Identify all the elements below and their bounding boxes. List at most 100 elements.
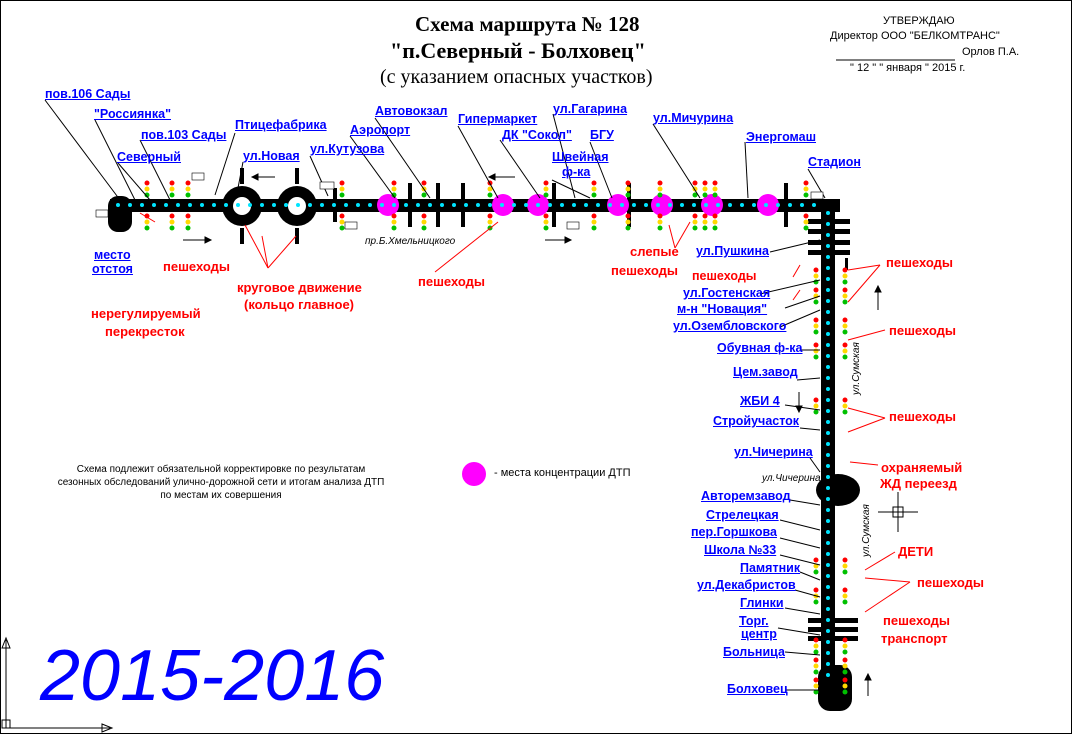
stop-label: ЖБИ 4 [740, 394, 780, 408]
marker-box [810, 191, 824, 200]
traffic-light-lamp [842, 683, 848, 689]
stop-label: ул.Гостенская [683, 286, 771, 300]
hazard-label: пешеходы [163, 259, 231, 274]
traffic-light-lamp [842, 397, 848, 403]
stop-label: Глинки [740, 596, 784, 610]
traffic-light-lamp [842, 689, 848, 695]
traffic-light-lamp [657, 192, 663, 198]
stop-dot [344, 203, 348, 207]
stop-dot [826, 618, 830, 622]
stop-label: Памятник [740, 561, 801, 575]
stop-label: БГУ [590, 128, 614, 142]
stop-dot [224, 203, 228, 207]
traffic-light-lamp [842, 299, 848, 305]
stop-label: центр [741, 627, 777, 641]
stop-dot [296, 203, 300, 207]
stop-label: "Россиянка" [94, 107, 171, 121]
stop-dot [826, 629, 830, 633]
stop-label: Торг. [739, 614, 769, 628]
traffic-light-lamp [543, 213, 549, 219]
stop-dot [284, 203, 288, 207]
traffic-light-lamp [421, 192, 427, 198]
traffic-light-lamp [591, 180, 597, 186]
legend-text: - места концентрации ДТП [494, 467, 631, 479]
stop-dot [826, 255, 830, 259]
approval-date: " 12 " " января " 2015 г. [850, 62, 966, 74]
stop-dot [596, 203, 600, 207]
stop-label: ул.Новая [243, 149, 300, 163]
traffic-light-lamp [842, 293, 848, 299]
stop-label: ул.Озембловского [673, 319, 787, 333]
stop-label: Птицефабрика [235, 118, 327, 132]
stop-dot [704, 203, 708, 207]
stop-dot [788, 203, 792, 207]
traffic-light-lamp [169, 213, 175, 219]
stop-dot [826, 552, 830, 556]
traffic-light-lamp [391, 186, 397, 192]
stop-dot [826, 519, 830, 523]
stop-label: ул.Гагарина [553, 102, 628, 116]
stop-label: Стадион [808, 155, 861, 169]
stop-label: Стройучасток [713, 414, 800, 428]
traffic-light-lamp [421, 180, 427, 186]
stop-dot [826, 222, 830, 226]
traffic-light-lamp [842, 649, 848, 655]
stop-dot [356, 203, 360, 207]
traffic-light-lamp [842, 657, 848, 663]
traffic-light-lamp [842, 354, 848, 360]
stop-dot [826, 387, 830, 391]
stop-dot [776, 203, 780, 207]
stop-label: Болховец [727, 682, 788, 696]
stop-dot [560, 203, 564, 207]
stop-dot [752, 203, 756, 207]
traffic-light-lamp [813, 317, 819, 323]
stop-dot [826, 310, 830, 314]
traffic-light-lamp [543, 225, 549, 231]
traffic-light-lamp [842, 273, 848, 279]
stop-label: ул.Чичерина [734, 445, 813, 459]
stop-label: Обувная ф-ка [717, 341, 803, 355]
stop-dot [536, 203, 540, 207]
stop-dots-vertical [826, 211, 830, 677]
stop-dot [572, 203, 576, 207]
traffic-light-lamp [339, 219, 345, 225]
stop-dot [656, 203, 660, 207]
direction-arrows [183, 173, 882, 696]
hazard-label: пешеходы [883, 613, 951, 628]
traffic-light-lamp [339, 186, 345, 192]
traffic-light-lamp [543, 186, 549, 192]
stop-label: Стрелецкая [706, 508, 779, 522]
stop-dot [826, 354, 830, 358]
stop-dot [826, 244, 830, 248]
traffic-light-lamp [712, 213, 718, 219]
traffic-light-lamp [692, 192, 698, 198]
traffic-light-lamp [421, 213, 427, 219]
roundabout-3 [816, 474, 860, 506]
traffic-light-lamp [144, 180, 150, 186]
traffic-light-lamp [842, 279, 848, 285]
traffic-light-lamp [144, 186, 150, 192]
stop-dot [404, 203, 408, 207]
stop-label: Энергомаш [746, 130, 816, 144]
traffic-light-lamp [803, 219, 809, 225]
traffic-light-lamp [813, 649, 819, 655]
traffic-light-lamp [813, 409, 819, 415]
traffic-light-lamp [712, 192, 718, 198]
traffic-light-lamp [813, 348, 819, 354]
traffic-light-lamp [813, 354, 819, 360]
hazard-label: пешеходы [418, 274, 486, 289]
traffic-light-lamp [169, 219, 175, 225]
traffic-light-lamp [842, 329, 848, 335]
traffic-light-lamp [842, 403, 848, 409]
road-vertical [818, 199, 852, 711]
ucs-axis-icon [1, 636, 114, 733]
traffic-light-lamp [803, 180, 809, 186]
traffic-light-lamp [803, 225, 809, 231]
stop-dot [826, 321, 830, 325]
traffic-light-lamp [813, 663, 819, 669]
road-horizontal [108, 196, 840, 232]
street-label: пр.Б.Хмельницкого [365, 236, 456, 247]
stop-dot [140, 203, 144, 207]
traffic-light-lamp [842, 569, 848, 575]
hazard-label: ЖД переезд [880, 476, 957, 491]
